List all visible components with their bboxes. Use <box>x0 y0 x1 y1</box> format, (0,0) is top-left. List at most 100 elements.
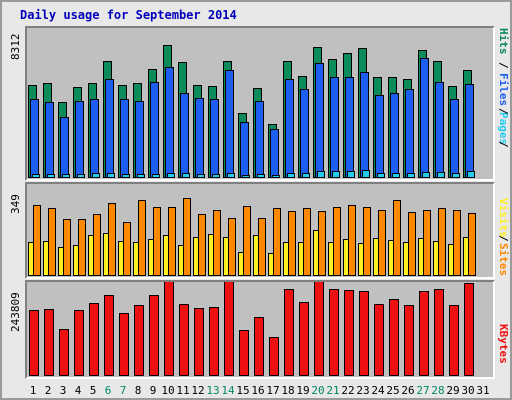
sites-bar-day-4 <box>73 245 79 276</box>
files-bar-day-25 <box>390 93 399 178</box>
visits-bar-day-3 <box>63 219 71 276</box>
legend-hits: Hits <box>497 28 510 55</box>
files-bar-day-14 <box>225 70 234 178</box>
pages-bar-day-9 <box>152 174 160 178</box>
kbytes-bar-day-11 <box>179 304 189 376</box>
pages-bar-day-29 <box>452 173 460 178</box>
kbytes-max-label: 243809 <box>9 292 22 332</box>
sites-bar-day-22 <box>343 239 349 276</box>
legend-visits: Visits <box>497 198 510 238</box>
kbytes-bar-day-8 <box>134 305 144 376</box>
files-bar-day-17 <box>270 129 279 178</box>
day-label-28: 28 <box>431 384 445 397</box>
day-label-13: 13 <box>206 384 220 397</box>
sites-bar-day-15 <box>238 252 244 276</box>
sites-bar-day-7 <box>118 241 124 276</box>
legend-sites: Sites <box>497 243 510 277</box>
visits-bar-day-24 <box>378 210 386 276</box>
kbytes-bar-day-10 <box>164 282 174 376</box>
day-label-16: 16 <box>251 384 265 397</box>
sites-bar-day-3 <box>58 247 64 276</box>
kbytes-bar-day-15 <box>239 330 249 376</box>
kbytes-bar-day-2 <box>44 309 54 376</box>
sites-bar-day-6 <box>103 233 109 276</box>
legend-sep: / <box>497 141 510 148</box>
day-label-15: 15 <box>236 384 250 397</box>
pages-bar-day-2 <box>47 174 55 178</box>
kbytes-bar-day-9 <box>149 295 159 376</box>
visits-bar-day-6 <box>108 203 116 276</box>
visits-bar-day-7 <box>123 222 131 276</box>
pages-bar-day-20 <box>317 171 325 178</box>
day-label-5: 5 <box>89 384 97 397</box>
files-bar-day-23 <box>360 72 369 178</box>
legend-sep: / <box>497 62 510 69</box>
visits-bar-day-12 <box>198 214 206 276</box>
visits-bar-day-9 <box>153 207 161 276</box>
sites-bar-day-13 <box>208 234 214 276</box>
visits-bar-day-11 <box>183 198 191 276</box>
kbytes-bar-day-27 <box>419 291 429 376</box>
pages-bar-day-28 <box>437 172 445 178</box>
kbytes-bar-day-4 <box>74 310 84 376</box>
sites-bar-day-26 <box>403 242 409 276</box>
pages-bar-day-4 <box>77 174 85 178</box>
files-bar-day-2 <box>45 102 54 178</box>
kbytes-bar-day-24 <box>374 304 384 376</box>
legend-kbytes: KBytes <box>497 324 510 364</box>
files-bar-day-22 <box>345 77 354 178</box>
kbytes-bar-day-22 <box>344 290 354 376</box>
kbytes-bar-day-16 <box>254 317 264 376</box>
files-bar-day-4 <box>75 101 84 178</box>
sites-max-label: 349 <box>9 194 22 214</box>
sites-bar-day-24 <box>373 238 379 276</box>
sites-bar-day-29 <box>448 244 454 276</box>
sites-visits-panel <box>25 182 495 279</box>
sites-bar-day-17 <box>268 253 274 276</box>
files-bar-day-30 <box>465 84 474 178</box>
sites-bar-day-10 <box>163 235 169 276</box>
day-label-2: 2 <box>44 384 52 397</box>
files-bar-day-3 <box>60 117 69 178</box>
day-label-19: 19 <box>296 384 310 397</box>
visits-bar-day-10 <box>168 207 176 276</box>
visits-bar-day-26 <box>408 212 416 276</box>
sites-bar-day-1 <box>28 242 34 276</box>
files-bar-day-27 <box>420 58 429 178</box>
files-bar-day-1 <box>30 99 39 178</box>
sites-bar-day-11 <box>178 245 184 276</box>
pages-bar-day-25 <box>392 173 400 178</box>
pages-bar-day-18 <box>287 173 295 178</box>
sites-bar-day-25 <box>388 240 394 276</box>
pages-bar-day-21 <box>332 171 340 178</box>
sites-bar-day-18 <box>283 242 289 276</box>
day-label-17: 17 <box>266 384 280 397</box>
day-label-3: 3 <box>59 384 67 397</box>
pages-bar-day-16 <box>257 174 265 178</box>
files-bar-day-10 <box>165 67 174 178</box>
pages-bar-day-12 <box>197 174 205 178</box>
pages-bar-day-11 <box>182 173 190 178</box>
sites-bar-day-27 <box>418 238 424 276</box>
kbytes-bar-day-18 <box>284 289 294 376</box>
pages-bar-day-7 <box>122 174 130 178</box>
files-bar-day-19 <box>300 89 309 178</box>
pages-bar-day-13 <box>212 174 220 178</box>
visits-bar-day-18 <box>288 211 296 276</box>
files-bar-day-5 <box>90 99 99 178</box>
visits-bar-day-21 <box>333 207 341 276</box>
pages-bar-day-22 <box>347 171 355 178</box>
pages-bar-day-3 <box>62 174 70 178</box>
visits-bar-day-4 <box>78 219 86 276</box>
day-label-8: 8 <box>134 384 142 397</box>
kbytes-bar-day-5 <box>89 303 99 376</box>
day-label-24: 24 <box>371 384 385 397</box>
pages-bar-day-19 <box>302 173 310 178</box>
pages-bar-day-24 <box>377 173 385 178</box>
visits-bar-day-13 <box>213 210 221 276</box>
files-bar-day-6 <box>105 79 114 178</box>
kbytes-bar-day-3 <box>59 329 69 376</box>
sites-bar-day-9 <box>148 239 154 276</box>
day-label-1: 1 <box>29 384 37 397</box>
